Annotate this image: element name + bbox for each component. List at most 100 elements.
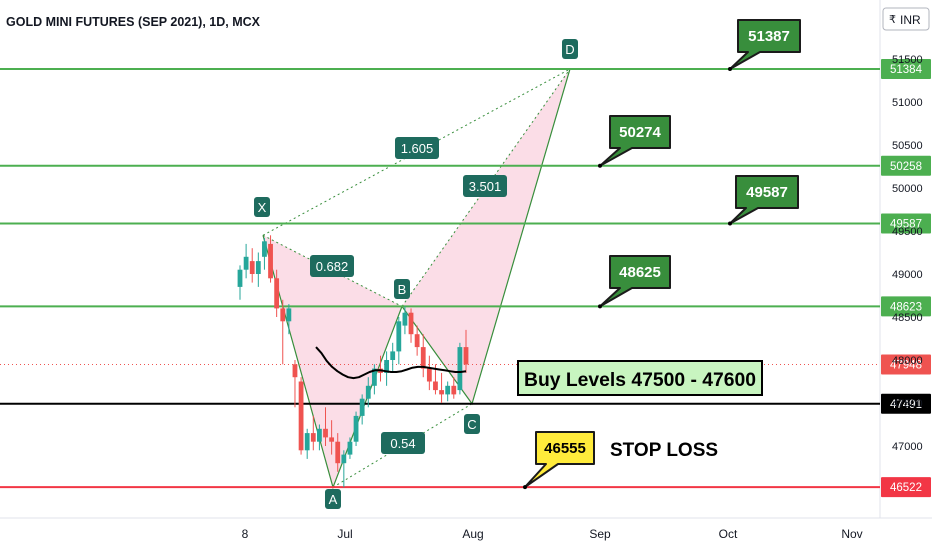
level-callout-box <box>729 175 799 225</box>
candle-body <box>463 347 469 365</box>
price-tick-label: 47500 <box>892 398 923 410</box>
candle-body <box>341 454 347 464</box>
candle-body <box>359 398 365 416</box>
candle-body <box>274 278 280 309</box>
pattern-point-label: C <box>467 417 476 432</box>
pattern-triangle-bcd <box>402 68 570 404</box>
candle-body <box>329 437 335 442</box>
candle-body <box>353 415 359 442</box>
buy-levels-box: Buy Levels 47500 - 47600 <box>517 360 763 396</box>
candle-body <box>408 312 414 335</box>
price-level-axis-tag <box>881 296 931 317</box>
level-callout-box <box>599 255 671 308</box>
stop-loss-text: STOP LOSS <box>610 440 718 461</box>
candle-body <box>371 368 377 386</box>
pattern-ratio-line <box>262 234 403 307</box>
price-level-axis-label: 50258 <box>890 161 922 173</box>
candle-body <box>262 241 267 257</box>
candle-body <box>292 364 298 378</box>
level-callout-anchor <box>523 485 527 490</box>
price-tick-label: 49500 <box>892 226 923 238</box>
price-level-axis-label: 48623 <box>890 301 922 313</box>
price-level-axis-label: 49587 <box>890 219 922 231</box>
level-callout-value: 50274 <box>619 124 661 141</box>
candle-body <box>420 347 426 369</box>
level-callout-value: 49587 <box>746 184 788 201</box>
price-level-axis-label: 47491 <box>890 399 922 411</box>
candle-body <box>402 312 408 326</box>
last-price-axis-tag <box>881 354 931 375</box>
pattern-ratio-label: 3.501 <box>469 179 502 194</box>
price-level-axis-tag <box>881 213 931 234</box>
pattern-point-d-badge <box>562 39 578 59</box>
level-callout-value: 46555 <box>544 440 586 457</box>
time-tick-label: Oct <box>719 527 738 541</box>
price-tick-label: 50500 <box>892 140 923 152</box>
pattern-labels-layer: X A B C D 0.682 0.54 1.605 3.501 <box>254 39 578 509</box>
candle-body <box>457 347 463 391</box>
price-tick-label: 47000 <box>892 441 923 453</box>
candle-body <box>335 441 341 464</box>
price-level-axis-tag <box>881 393 931 414</box>
candle-body <box>304 433 310 451</box>
candle-body <box>243 256 249 270</box>
time-axis: 8 Jul Aug Sep Oct Nov <box>242 527 863 541</box>
level-callout-box <box>599 115 671 167</box>
price-tick-label: 49000 <box>892 269 923 281</box>
pattern-point-label: X <box>258 200 267 215</box>
price-tick-label: 51000 <box>892 97 923 109</box>
candle-body <box>286 308 292 322</box>
price-levels-layer: 51384 50258 49587 48623 47491 46522 47948 <box>0 58 931 498</box>
price-tick-label: 50000 <box>892 183 923 195</box>
time-tick-label: Aug <box>462 527 483 541</box>
moving-average-line <box>315 346 467 380</box>
candle-body <box>310 433 316 442</box>
pattern-ratio-badge <box>381 432 425 454</box>
pattern-ratio-badge <box>463 175 507 197</box>
currency-code: INR <box>900 13 921 27</box>
candle-body <box>433 381 438 391</box>
pattern-point-x-badge <box>254 197 270 217</box>
time-tick-label: Jul <box>337 527 352 541</box>
pattern-ratio-label: 1.605 <box>401 141 434 156</box>
last-price-axis-label: 47948 <box>890 359 922 371</box>
pattern-point-label: D <box>565 42 574 57</box>
level-callout-box <box>729 19 801 70</box>
pattern-ratio-badge <box>310 255 354 277</box>
candle-body <box>280 308 286 322</box>
candle-body <box>384 360 389 373</box>
callouts-layer: 51387 50274 49587 48625 46555 <box>523 19 801 490</box>
pattern-point-a-badge <box>325 489 341 509</box>
buy-levels-text: Buy Levels 47500 - 47600 <box>524 370 756 391</box>
level-callout-value: 48625 <box>619 264 661 281</box>
price-tick-label: 51500 <box>892 54 923 66</box>
candle-body <box>390 351 396 360</box>
pattern-ratio-line <box>262 68 571 236</box>
grid-layer <box>0 0 932 519</box>
level-callout-box <box>524 431 595 489</box>
chart-title: GOLD MINI FUTURES (SEP 2021), 1D, MCX <box>6 15 261 29</box>
moving-average-layer <box>315 346 467 380</box>
pattern-point-label: A <box>329 492 338 507</box>
level-callout-value: 51387 <box>748 28 790 45</box>
level-callout-anchor <box>728 66 732 71</box>
level-callout-anchor <box>598 304 602 309</box>
candle-body <box>365 385 371 399</box>
harmonic-pattern-layer <box>262 68 571 490</box>
candle-body <box>451 385 457 395</box>
candle-body <box>255 261 261 274</box>
candle-body <box>439 390 444 395</box>
pattern-ratio-label: 0.54 <box>390 436 415 451</box>
level-callout-anchor <box>728 221 732 226</box>
price-level-axis-label: 46522 <box>890 482 922 494</box>
price-level-axis-tag <box>881 155 931 176</box>
price-level-axis-tag <box>881 58 931 79</box>
pattern-triangle-xab <box>263 235 402 488</box>
candle-body <box>347 441 353 455</box>
currency-badge[interactable]: ₹ INR <box>882 7 930 31</box>
candle-body <box>396 321 402 352</box>
price-level-axis-tag <box>881 477 931 498</box>
pattern-point-label: B <box>398 282 407 297</box>
